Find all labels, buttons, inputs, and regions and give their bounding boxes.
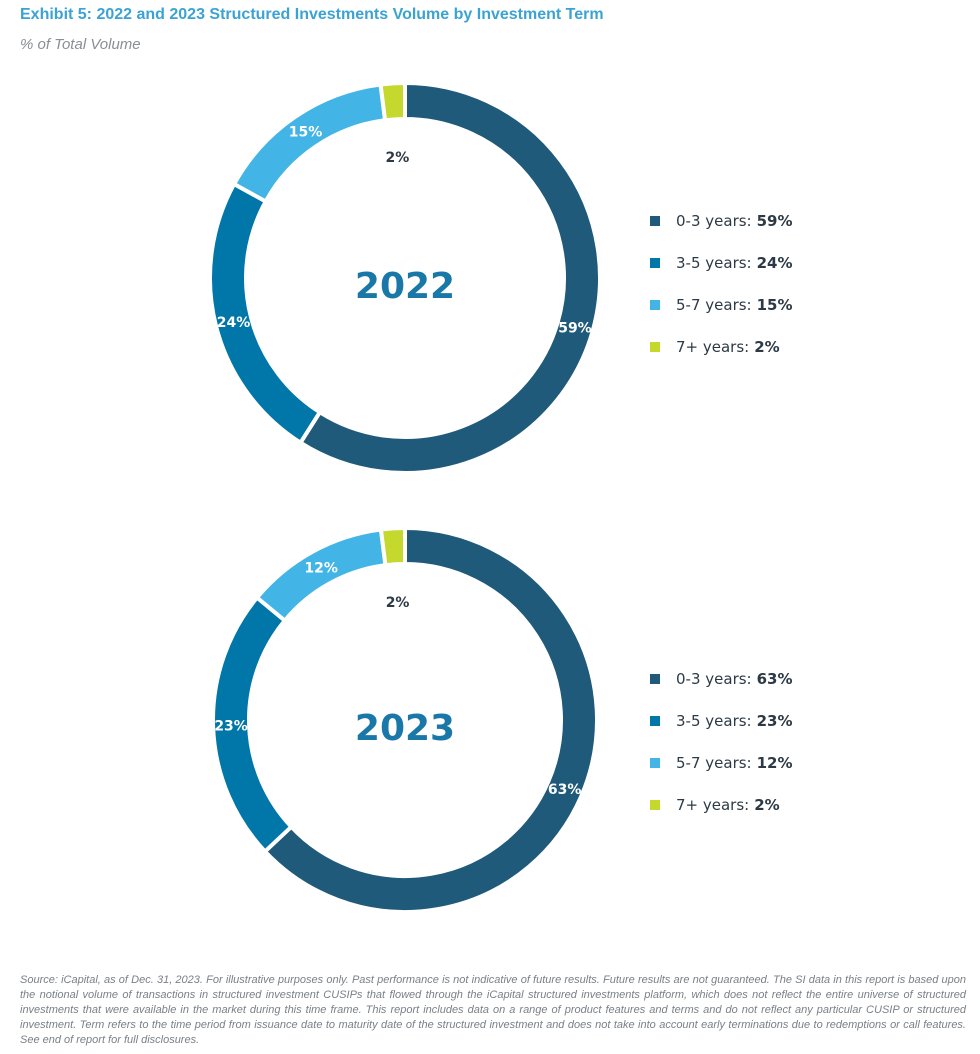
legend-swatch [650,758,660,768]
legend-label: 0-3 years: [676,212,752,230]
center-year-label: 2023 [355,708,455,749]
legend-label: 5-7 years: [676,296,752,314]
donut-slice-2023-3 [378,525,407,568]
data-label: 63% [548,782,582,798]
data-label: 23% [214,718,248,734]
donut-slice-2023-0 [262,525,599,914]
donut-slice-2022-0 [297,80,602,475]
chart-subtitle: % of Total Volume [20,36,141,53]
legend-value: 15% [756,296,793,314]
data-label: 2% [386,150,410,166]
legend-label: 0-3 years: [676,670,752,688]
legend-swatch [650,300,660,310]
legend-swatch [650,258,660,268]
legend-item: 0-3 years: 63% [650,658,793,700]
center-year-label: 2022 [355,266,455,307]
legend-label: 7+ years: [676,338,750,356]
donut-slice-2022-3 [378,80,407,123]
legend-swatch [650,342,660,352]
source-footnote: Source: iCapital, as of Dec. 31, 2023. F… [20,974,966,1046]
legend-item: 7+ years: 2% [650,326,793,368]
legend-value: 63% [756,670,793,688]
legend-value: 12% [756,754,793,772]
legend-label: 7+ years: [676,796,750,814]
legend-swatch [650,216,660,226]
legend-value: 2% [754,796,780,814]
legend-swatch [650,800,660,810]
legend-item: 5-7 years: 12% [650,742,793,784]
legend-value: 24% [756,254,793,272]
legend-value: 59% [756,212,793,230]
data-label: 59% [558,320,592,336]
legend-2022: 0-3 years: 59% 3-5 years: 24% 5-7 years: 15% 7… [650,200,793,368]
donut-slice-2022-1 [208,181,323,446]
legend-label: 3-5 years: [676,712,752,730]
legend-label: 5-7 years: [676,754,752,772]
legend-2023: 0-3 years: 63% 3-5 years: 23% 5-7 years: 12% 7… [650,658,793,826]
legend-item: 3-5 years: 23% [650,700,793,742]
legend-label: 3-5 years: [676,254,752,272]
data-label: 2% [386,595,410,611]
legend-value: 23% [756,712,793,730]
data-label: 15% [289,125,323,141]
data-label: 12% [304,561,338,577]
legend-item: 3-5 years: 24% [650,242,793,284]
legend-swatch [650,674,660,684]
donut-slice-2022-2 [231,82,388,205]
legend-item: 0-3 years: 59% [650,200,793,242]
chart-title: Exhibit 5: 2022 and 2023 Structured Inve… [20,6,604,23]
legend-swatch [650,716,660,726]
legend-item: 5-7 years: 15% [650,284,793,326]
legend-item: 7+ years: 2% [650,784,793,826]
data-label: 24% [217,315,251,331]
legend-value: 2% [754,338,780,356]
